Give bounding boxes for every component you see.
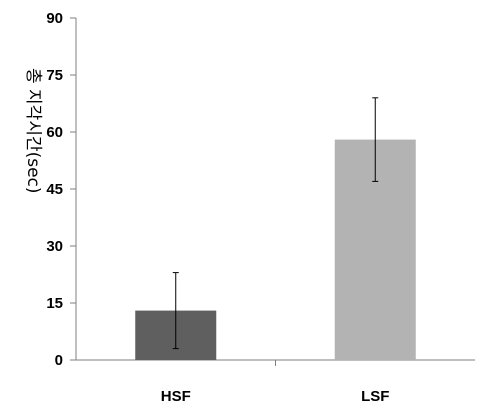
y-tick-label: 15 bbox=[46, 295, 63, 312]
y-axis-label: 총 지각시간(sec) bbox=[23, 68, 43, 194]
y-tick-label: 90 bbox=[46, 10, 63, 27]
y-tick-label: 60 bbox=[46, 124, 63, 141]
y-tick-label: 75 bbox=[46, 67, 63, 84]
y-ticks: 0 15 30 45 60 75 90 bbox=[46, 10, 76, 369]
error-bars bbox=[172, 97, 379, 350]
y-tick-label: 0 bbox=[55, 352, 63, 369]
y-tick-label: 45 bbox=[46, 181, 63, 198]
y-axis-label-text: 총 지각시간(sec) bbox=[23, 68, 43, 194]
category-labels: HSF LSF bbox=[161, 388, 390, 405]
category-label-lsf: LSF bbox=[361, 388, 389, 405]
bars bbox=[135, 139, 416, 360]
category-label-hsf: HSF bbox=[161, 388, 191, 405]
y-tick-label: 30 bbox=[46, 238, 63, 255]
